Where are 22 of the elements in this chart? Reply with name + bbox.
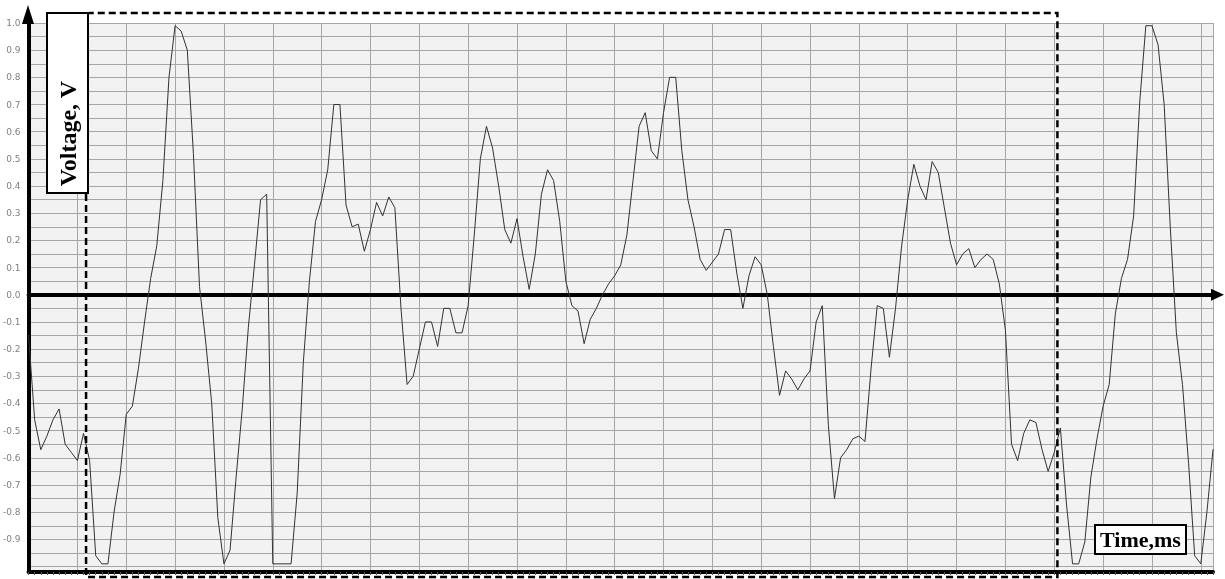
y-tick-label: 0.3 xyxy=(6,208,21,219)
y-tick-label: 0.1 xyxy=(6,262,21,273)
y-tick-label: -0.6 xyxy=(3,452,21,463)
y-tick-label: -0.3 xyxy=(3,371,21,382)
y-tick-label: 0.4 xyxy=(6,181,21,192)
y-tick-label: 0.0 xyxy=(6,289,21,300)
y-tick-label: -0.7 xyxy=(3,480,21,491)
y-tick-label: -0.8 xyxy=(3,507,21,518)
y-tick-label: 0.7 xyxy=(6,99,21,110)
y-tick-label: 0.9 xyxy=(6,45,21,56)
y-tick-label: 1.0 xyxy=(6,18,21,28)
x-axis-title: Time,ms xyxy=(1100,527,1181,552)
y-tick-label: -0.5 xyxy=(3,425,21,436)
y-tick-label: 0.8 xyxy=(6,72,21,83)
y-tick-label: -0.9 xyxy=(3,534,21,545)
y-tick-label: -0.2 xyxy=(3,344,21,355)
y-tick-label: -0.4 xyxy=(3,398,21,409)
y-tick-label: 0.6 xyxy=(6,126,21,137)
y-tick-label: 0.5 xyxy=(6,153,21,164)
y-tick-label: 0.2 xyxy=(6,235,21,246)
y-tick-label: -0.1 xyxy=(3,316,21,327)
y-axis-title: Voltage, V xyxy=(54,80,81,186)
